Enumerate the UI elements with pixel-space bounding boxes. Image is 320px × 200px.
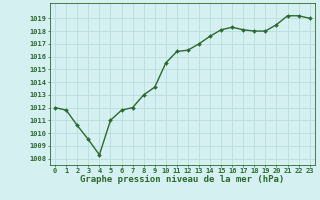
X-axis label: Graphe pression niveau de la mer (hPa): Graphe pression niveau de la mer (hPa) xyxy=(80,175,284,184)
